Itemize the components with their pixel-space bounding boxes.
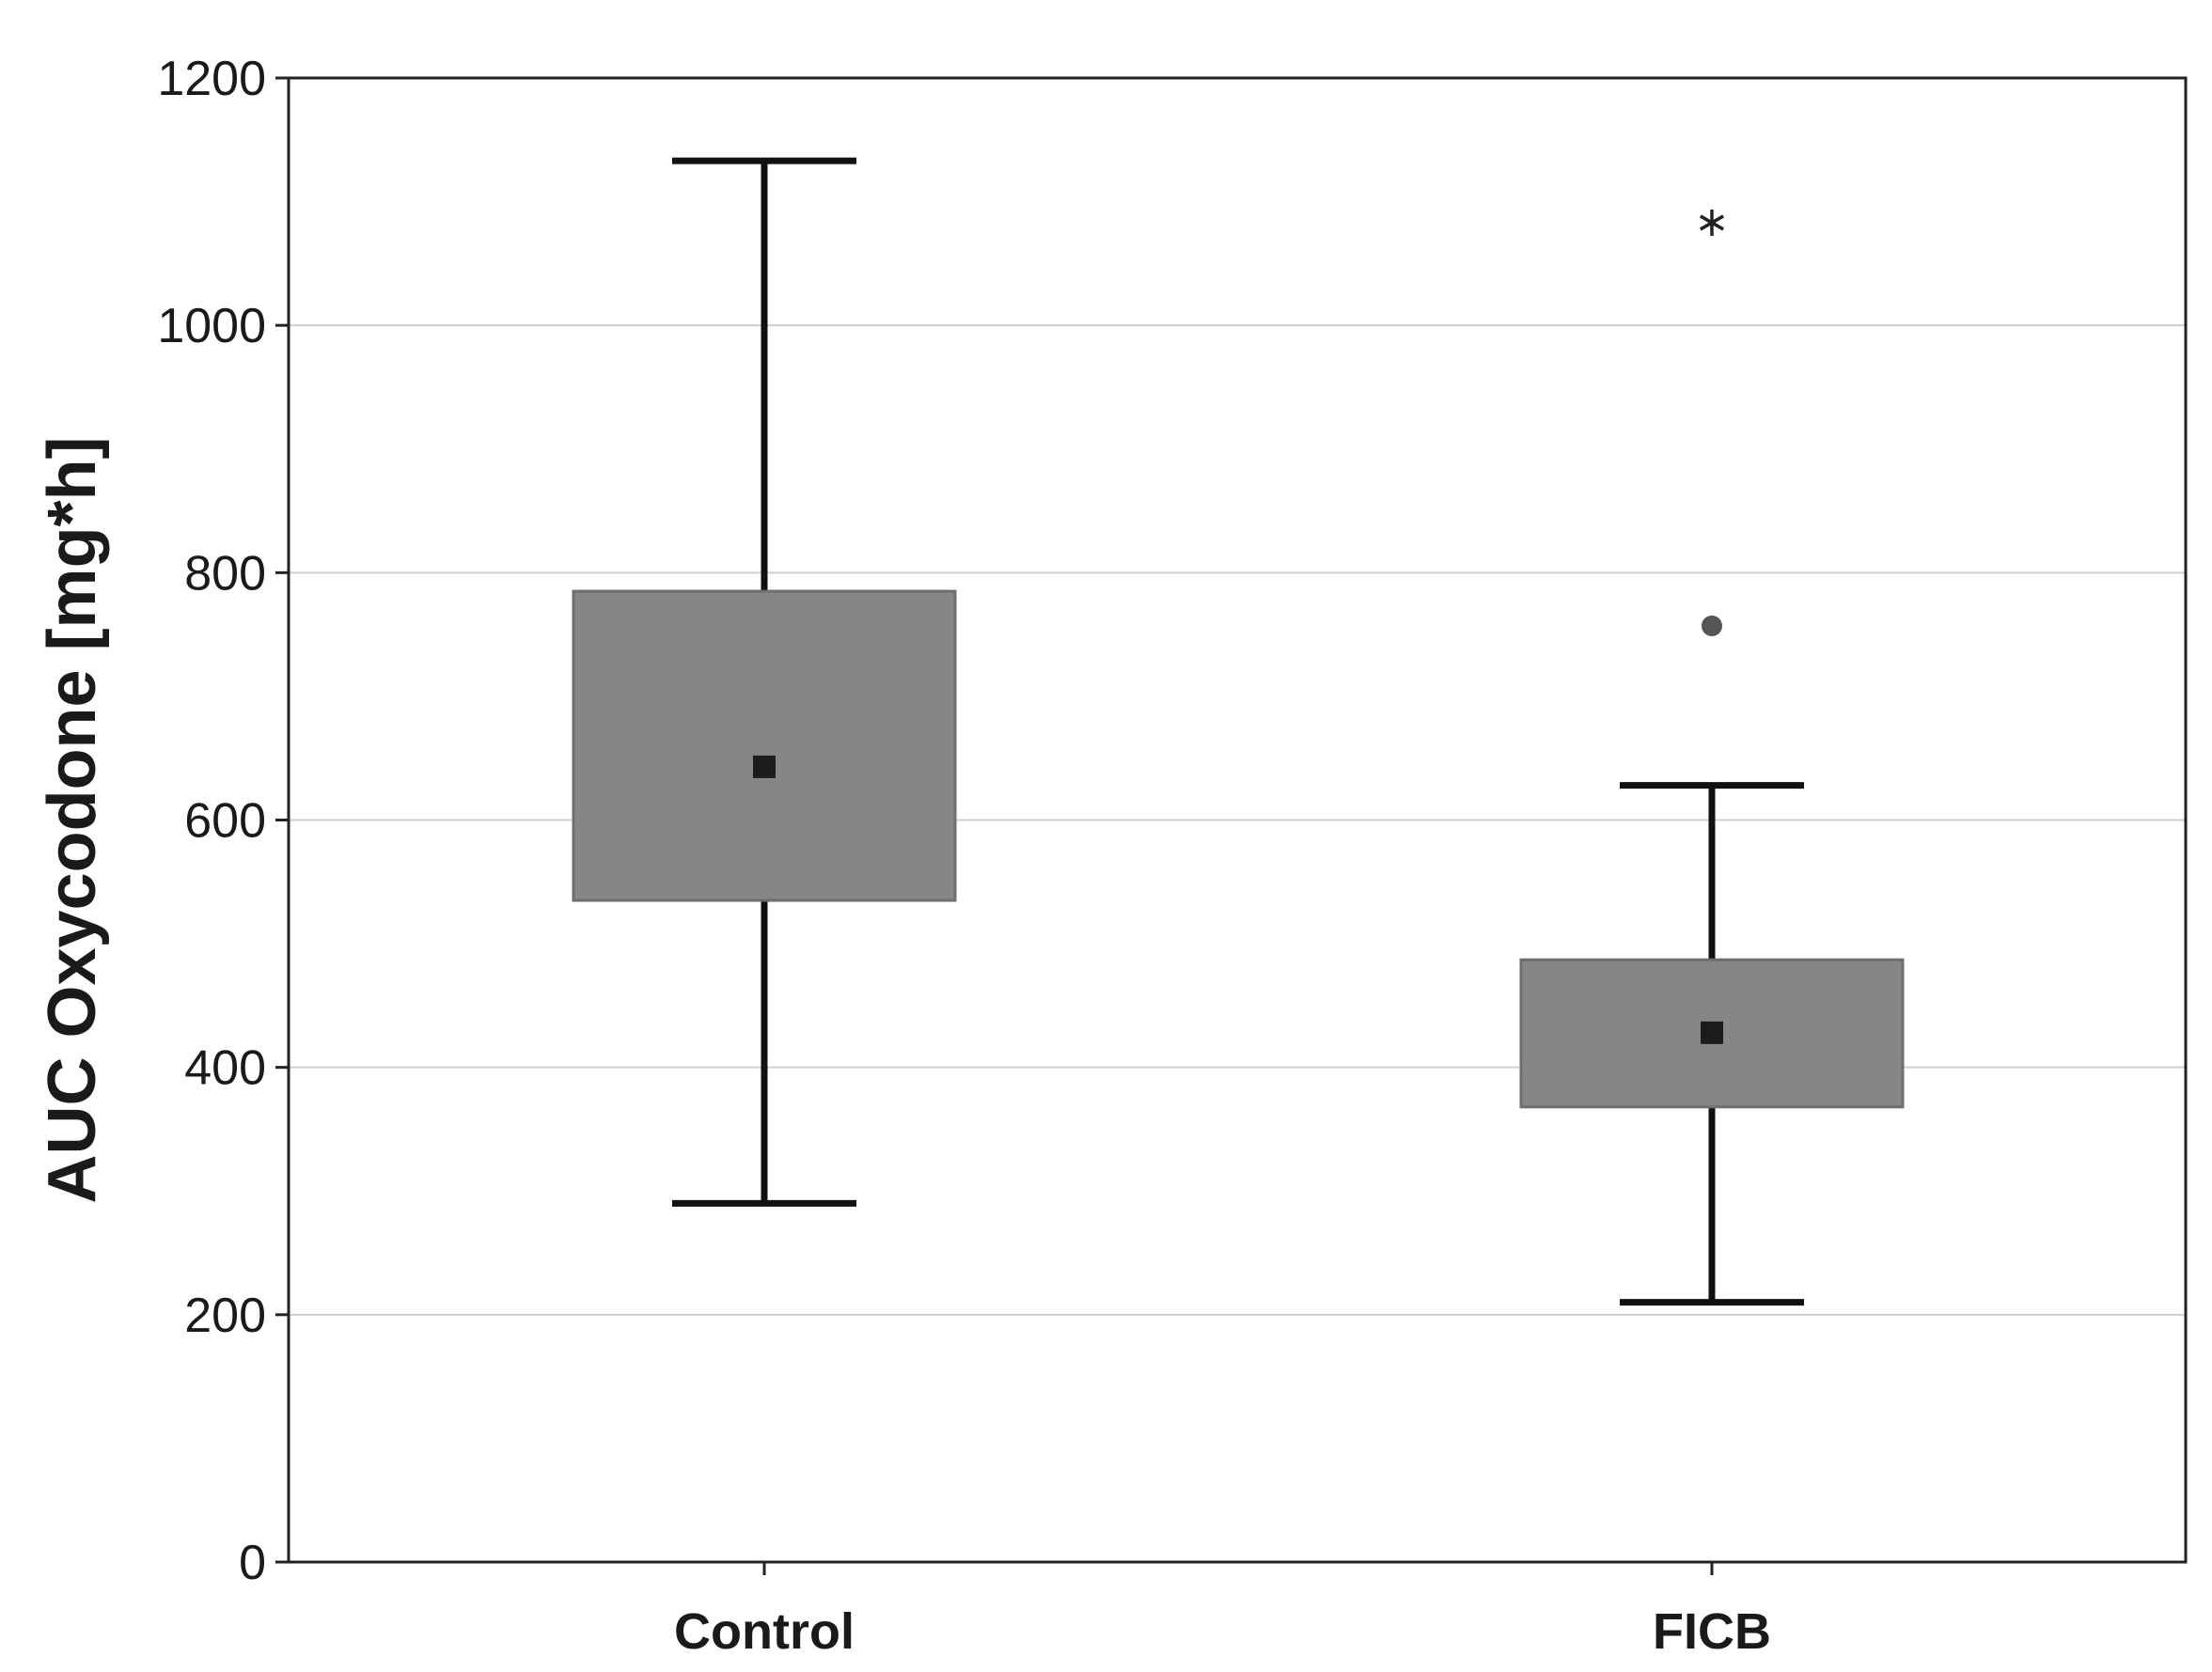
outlier-point-ficb-0 [1702, 615, 1722, 636]
y-tick-label-200: 200 [184, 1289, 266, 1343]
box-control [572, 589, 957, 902]
box-group-control [572, 157, 957, 1207]
y-tick-label-600: 600 [184, 794, 266, 849]
center-marker-control [753, 755, 776, 778]
y-tick-label-1000: 1000 [157, 299, 266, 353]
box-plot-series [572, 157, 1905, 1306]
extreme-point-ficb-0 [1700, 209, 1724, 236]
x-tick-label-ficb: FICB [1653, 1603, 1771, 1660]
y-tick-label-800: 800 [184, 546, 266, 601]
y-tick-label-1200: 1200 [157, 52, 266, 106]
x-axis-ticks: Control FICB [674, 1562, 1771, 1660]
center-marker-ficb [1701, 1021, 1723, 1044]
y-axis-ticks: 0 200 400 600 800 1000 1200 [157, 52, 289, 1590]
y-axis-title: AUC Oxycodone [mg*h] [35, 436, 110, 1203]
extreme-stroke [1700, 214, 1724, 231]
box-group-ficb [1519, 209, 1905, 1306]
y-tick-label-0: 0 [239, 1536, 266, 1590]
x-tick-label-control: Control [674, 1603, 855, 1660]
y-tick-label-400: 400 [184, 1041, 266, 1096]
